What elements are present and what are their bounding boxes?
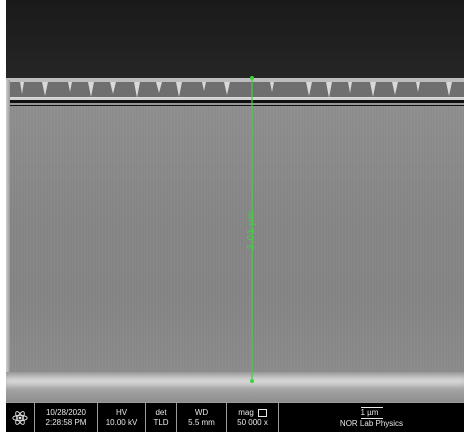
measurement-bottom-marker bbox=[250, 379, 254, 383]
mag-box-icon bbox=[257, 408, 267, 417]
sem-image-frame: 3.01 µm 10/28/2020 2:28:58 PM HV 10.00 k… bbox=[6, 0, 464, 432]
micrograph: 3.01 µm bbox=[6, 0, 464, 402]
scale-bar: 1 µm bbox=[360, 406, 383, 419]
wd-cell: WD 5.5 mm bbox=[176, 402, 226, 432]
wd-label: WD bbox=[194, 407, 209, 417]
scale-bar-left bbox=[360, 406, 383, 408]
mag-cell: mag 50 000 x bbox=[226, 402, 278, 432]
film-layer bbox=[6, 106, 464, 374]
measurement-top-marker bbox=[250, 76, 254, 80]
scale-label: 1 µm bbox=[360, 407, 379, 417]
hv-cell: HV 10.00 kV bbox=[97, 402, 145, 432]
mag-label: mag bbox=[238, 407, 254, 417]
measurement-label: 3.01 µm bbox=[246, 210, 257, 250]
date-value: 10/28/2020 bbox=[45, 407, 87, 417]
hv-label: HV bbox=[115, 407, 128, 417]
det-cell: det TLD bbox=[145, 402, 176, 432]
mag-value: 50 000 x bbox=[237, 417, 268, 427]
det-label: det bbox=[155, 407, 167, 417]
substrate-interface-glow bbox=[6, 377, 464, 385]
interface-line-lower bbox=[6, 103, 464, 105]
hv-value: 10.00 kV bbox=[105, 417, 138, 427]
measurement-overlay bbox=[250, 76, 254, 383]
logo-cell bbox=[6, 402, 34, 432]
datetime-cell: 10/28/2020 2:28:58 PM bbox=[34, 402, 97, 432]
surface-edge bbox=[6, 78, 464, 98]
interface-line-upper bbox=[6, 97, 464, 100]
measurement-mid-marker bbox=[250, 228, 254, 232]
film-left-edge bbox=[6, 80, 10, 402]
time-value: 2:28:58 PM bbox=[45, 417, 87, 427]
scale-bar-right bbox=[360, 417, 383, 419]
det-value: TLD bbox=[153, 417, 169, 427]
wd-value: 5.5 mm bbox=[188, 417, 215, 427]
scale-cell: 1 µm NOR Lab Physics bbox=[278, 402, 464, 432]
info-databar: 10/28/2020 2:28:58 PM HV 10.00 kV det TL… bbox=[6, 402, 464, 432]
lab-name: NOR Lab Physics bbox=[339, 418, 404, 428]
atom-logo-icon bbox=[12, 410, 28, 425]
vacuum-region bbox=[6, 0, 464, 80]
